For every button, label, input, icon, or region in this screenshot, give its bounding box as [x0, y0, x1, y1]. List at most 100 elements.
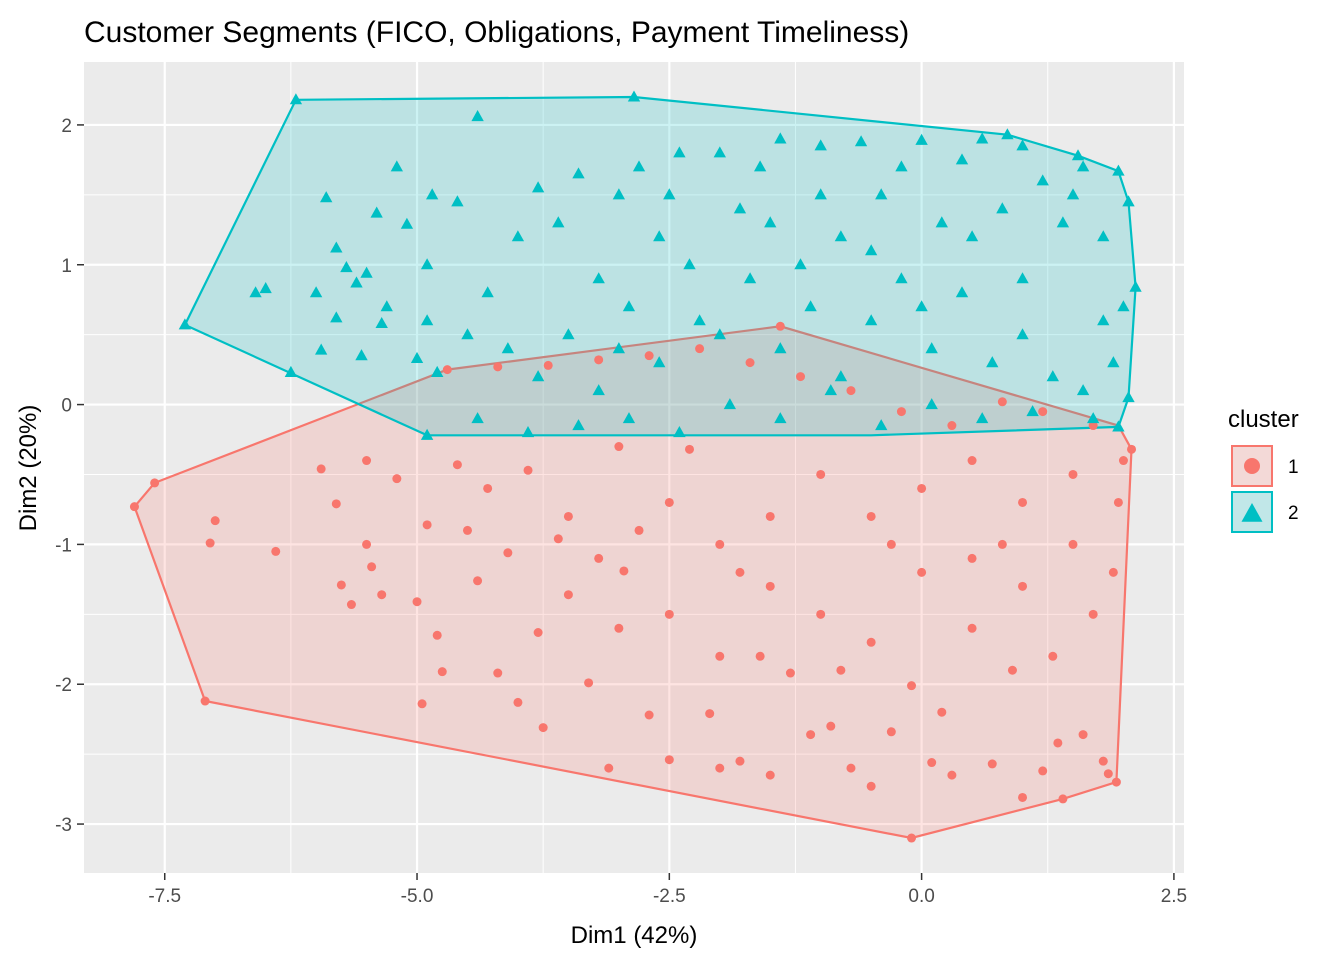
cluster-2-point — [451, 195, 464, 207]
cluster-1-point — [695, 344, 705, 354]
cluster-2-point — [1087, 412, 1100, 424]
cluster-1-point — [886, 727, 896, 737]
cluster-1-point — [967, 623, 977, 633]
cluster-1-point — [816, 609, 826, 619]
cluster-1-point — [129, 502, 139, 512]
cluster-2-point — [1122, 391, 1135, 403]
cluster-2-point — [794, 258, 807, 270]
cluster-1-point — [1038, 766, 1048, 776]
cluster-2-point — [754, 160, 767, 172]
cluster-1-point — [1053, 738, 1063, 748]
cluster-2-point — [420, 258, 434, 270]
cluster-1-point — [493, 362, 503, 372]
legend: cluster 1 2 — [1228, 406, 1299, 533]
cluster-1-point — [967, 456, 977, 466]
y-tick-label: -1 — [55, 535, 72, 556]
cluster-2-point — [683, 258, 696, 270]
cluster-1-point — [331, 499, 341, 509]
cluster-1-point — [1058, 794, 1068, 804]
cluster-2-point — [814, 188, 827, 200]
cluster-1-point — [907, 681, 917, 691]
cluster-2-point — [915, 300, 928, 312]
cluster-2-point — [592, 272, 605, 284]
cluster-2-point — [1112, 420, 1125, 432]
cluster-2-point — [532, 181, 545, 193]
cluster-2-point — [834, 370, 848, 382]
cluster-2-hull — [183, 95, 1137, 437]
cluster-1-point — [866, 637, 876, 647]
cluster-1-point — [367, 562, 377, 572]
cluster-2-point — [178, 318, 192, 330]
cluster-2-point — [713, 328, 726, 340]
cluster-1-point — [594, 553, 604, 563]
cluster-2-point — [1046, 370, 1059, 382]
chart-title: Customer Segments (FICO, Obligations, Pa… — [84, 16, 909, 49]
cluster-1-point — [1103, 769, 1113, 779]
cluster-2-point — [824, 384, 837, 396]
cluster-2-point — [370, 206, 383, 218]
cluster-1-point — [644, 710, 654, 720]
cluster-1-point — [150, 478, 160, 488]
legend-label-2: 2 — [1288, 503, 1299, 524]
cluster-1-point — [503, 548, 513, 558]
cluster-2-point — [743, 272, 757, 284]
cluster-1-point — [422, 520, 432, 530]
cluster-2-point — [380, 300, 393, 312]
cluster-1-point — [1088, 421, 1098, 431]
cluster-1-point — [417, 699, 427, 709]
cluster-2-point — [895, 272, 908, 284]
cluster-2-point — [1129, 280, 1142, 292]
cluster-2-point — [653, 230, 666, 242]
cluster-1-point — [685, 444, 695, 454]
cluster-1-point — [715, 539, 725, 549]
cluster-2-point — [774, 412, 787, 424]
cluster-1-point — [200, 696, 210, 706]
cluster-2-point — [1122, 195, 1135, 207]
cluster-2-point — [400, 217, 414, 229]
cluster-2-point — [733, 202, 747, 214]
cluster-1-point — [715, 763, 725, 773]
cluster-1-point — [205, 538, 215, 548]
cluster-1-point — [473, 576, 483, 586]
cluster-2-point — [1066, 188, 1080, 200]
cluster-1-point — [806, 730, 816, 740]
cluster-2-point — [955, 286, 969, 298]
legend-label-1: 1 — [1288, 457, 1299, 478]
cluster-2-point — [471, 110, 484, 122]
cluster-2-point — [330, 311, 343, 323]
cluster-1-point — [917, 567, 927, 577]
cluster-1-point — [816, 469, 826, 479]
grid-layer — [84, 62, 1184, 873]
cluster-1-point — [538, 723, 548, 733]
cluster-1-point — [967, 553, 977, 563]
legend-title: cluster — [1228, 406, 1299, 433]
cluster-1-point — [563, 590, 573, 600]
cluster-1-point — [493, 668, 503, 678]
cluster-1-point — [947, 770, 957, 780]
cluster-2-point — [955, 153, 969, 165]
cluster-2-point — [1097, 230, 1110, 242]
cluster-1-point — [846, 763, 856, 773]
cluster-2-point — [289, 93, 303, 105]
cluster-2-point — [764, 216, 777, 228]
cluster-1-point — [715, 651, 725, 661]
cluster-2-point — [511, 230, 525, 242]
cluster-2-point — [1097, 314, 1110, 326]
cluster-2-point — [627, 90, 641, 102]
cluster-2-point — [330, 241, 343, 253]
cluster-1-point — [614, 442, 624, 452]
cluster-2-point — [390, 160, 403, 172]
cluster-1-point — [846, 386, 856, 396]
cluster-1-point — [1068, 539, 1078, 549]
x-tick-label: 0.0 — [908, 886, 934, 907]
cluster-2-point — [1026, 405, 1039, 417]
cluster-1-point — [896, 407, 906, 417]
cluster-2-point — [431, 365, 444, 377]
cluster-1-point — [1078, 730, 1088, 740]
y-axis-title: Dim2 (20%) — [15, 405, 42, 532]
cluster-1-point — [634, 525, 644, 535]
cluster-1-point — [604, 763, 614, 773]
cluster-1-point — [765, 581, 775, 591]
cluster-1-point — [442, 365, 452, 375]
